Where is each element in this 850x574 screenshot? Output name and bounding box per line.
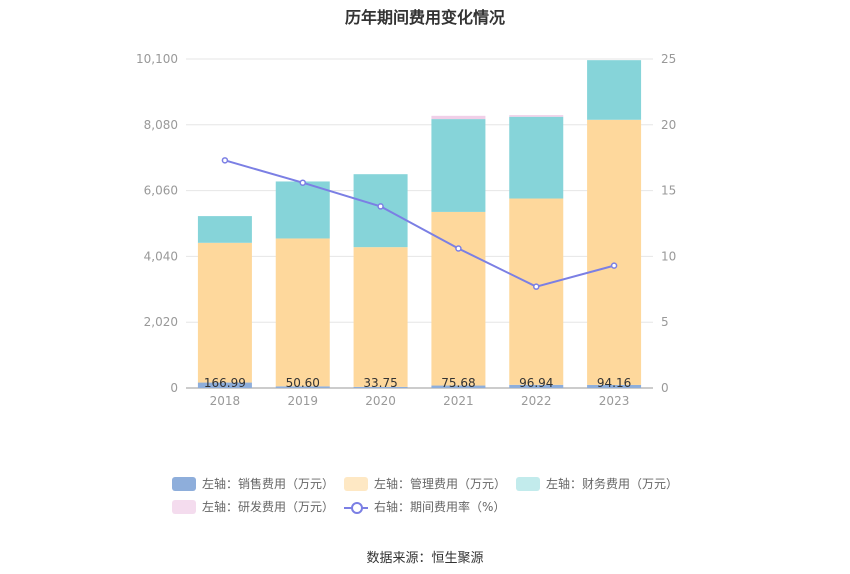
x-tick-label: 2019 — [287, 394, 318, 408]
legend-swatch-rnd — [172, 499, 196, 514]
axis-labels: 0 2,020 4,040 6,060 8,080 10,100 0 5 10 15 20 25 201… — [136, 52, 676, 408]
y-left-tick-label: 4,040 — [144, 249, 178, 263]
y-right-tick-label: 10 — [661, 249, 676, 263]
legend-item-sales[interactable]: 左轴：销售费用（万元） — [172, 475, 334, 492]
rate-point — [299, 179, 306, 186]
data-label-sales: 94.16 — [597, 376, 631, 390]
legend-swatch-rate — [344, 500, 368, 514]
bar-admin — [587, 119, 642, 385]
data-label-sales: 33.75 — [363, 376, 397, 390]
bar-admin — [353, 247, 408, 387]
y-right-tick-label: 15 — [661, 184, 676, 198]
bar-finance — [587, 60, 642, 120]
data-label-sales: 96.94 — [519, 376, 553, 390]
legend-label-sales: 左轴：销售费用（万元） — [202, 477, 335, 491]
data-label-sales: 75.68 — [441, 376, 475, 390]
legend-label-finance: 左轴：财务费用（万元） — [546, 477, 679, 491]
data-label-sales: 50.60 — [286, 376, 320, 390]
chart-title: 历年期间费用变化情况 — [344, 8, 505, 27]
bar-admin — [431, 211, 486, 386]
rate-line-path — [224, 159, 615, 288]
bar-sales — [509, 384, 564, 388]
source-note: 数据来源：恒生聚源 — [366, 551, 484, 566]
bar-sales — [197, 382, 252, 388]
data-label-sales: 166.99 — [204, 376, 246, 390]
bar-finance — [275, 181, 330, 239]
legend-item-rnd[interactable]: 左轴：研发费用（万元） — [172, 498, 334, 515]
bar-sales — [587, 384, 642, 388]
bar-sales — [431, 385, 486, 388]
bar-rnd — [509, 115, 564, 117]
bar-finance — [197, 216, 252, 243]
rate-line — [221, 157, 618, 290]
legend-item-finance[interactable]: 左轴：财务费用（万元） — [516, 475, 678, 492]
x-tick-label: 2023 — [599, 394, 630, 408]
rate-point — [377, 203, 384, 210]
rate-point — [610, 262, 618, 269]
rate-point — [221, 157, 229, 164]
bar-finance — [509, 116, 564, 199]
bar-admin — [275, 238, 330, 387]
legend-item-rate[interactable]: 右轴：期间费用率（%） — [344, 498, 505, 515]
y-left-tick-label: 2,020 — [144, 315, 178, 329]
y-right-tick-label: 25 — [661, 52, 676, 66]
bar-admin — [509, 198, 564, 385]
y-right-tick-label: 5 — [661, 315, 669, 329]
grid-lines — [186, 58, 653, 389]
x-tick-label: 2022 — [521, 394, 552, 408]
legend-swatch-admin — [344, 476, 368, 491]
bar-admin — [197, 242, 252, 383]
legend-swatch-finance — [516, 476, 540, 491]
y-left-tick-label: 8,080 — [144, 118, 178, 132]
legend-label-rnd: 左轴：研发费用（万元） — [202, 500, 335, 514]
rate-point — [533, 283, 540, 290]
legend-swatch-sales — [172, 476, 196, 491]
x-tick-label: 2018 — [210, 394, 241, 408]
y-left-tick-label: 0 — [170, 381, 178, 395]
bar-finance — [353, 174, 408, 248]
legend-item-admin[interactable]: 左轴：管理费用（万元） — [344, 475, 506, 492]
legend-label-rate: 右轴：期间费用率（%） — [374, 500, 506, 514]
x-tick-label: 2020 — [365, 394, 396, 408]
y-right-tick-label: 20 — [661, 118, 676, 132]
x-tick-label: 2021 — [443, 394, 474, 408]
bar-sales — [275, 386, 330, 388]
bars — [197, 60, 642, 388]
bar-rnd — [431, 115, 486, 120]
legend-label-admin: 左轴：管理费用（万元） — [374, 477, 507, 491]
y-left-tick-label: 10,100 — [136, 52, 178, 66]
y-right-tick-label: 0 — [661, 381, 669, 395]
bar-sales — [353, 386, 408, 388]
y-left-tick-label: 6,060 — [144, 184, 178, 198]
bar-finance — [431, 119, 486, 212]
rate-point — [455, 245, 462, 252]
